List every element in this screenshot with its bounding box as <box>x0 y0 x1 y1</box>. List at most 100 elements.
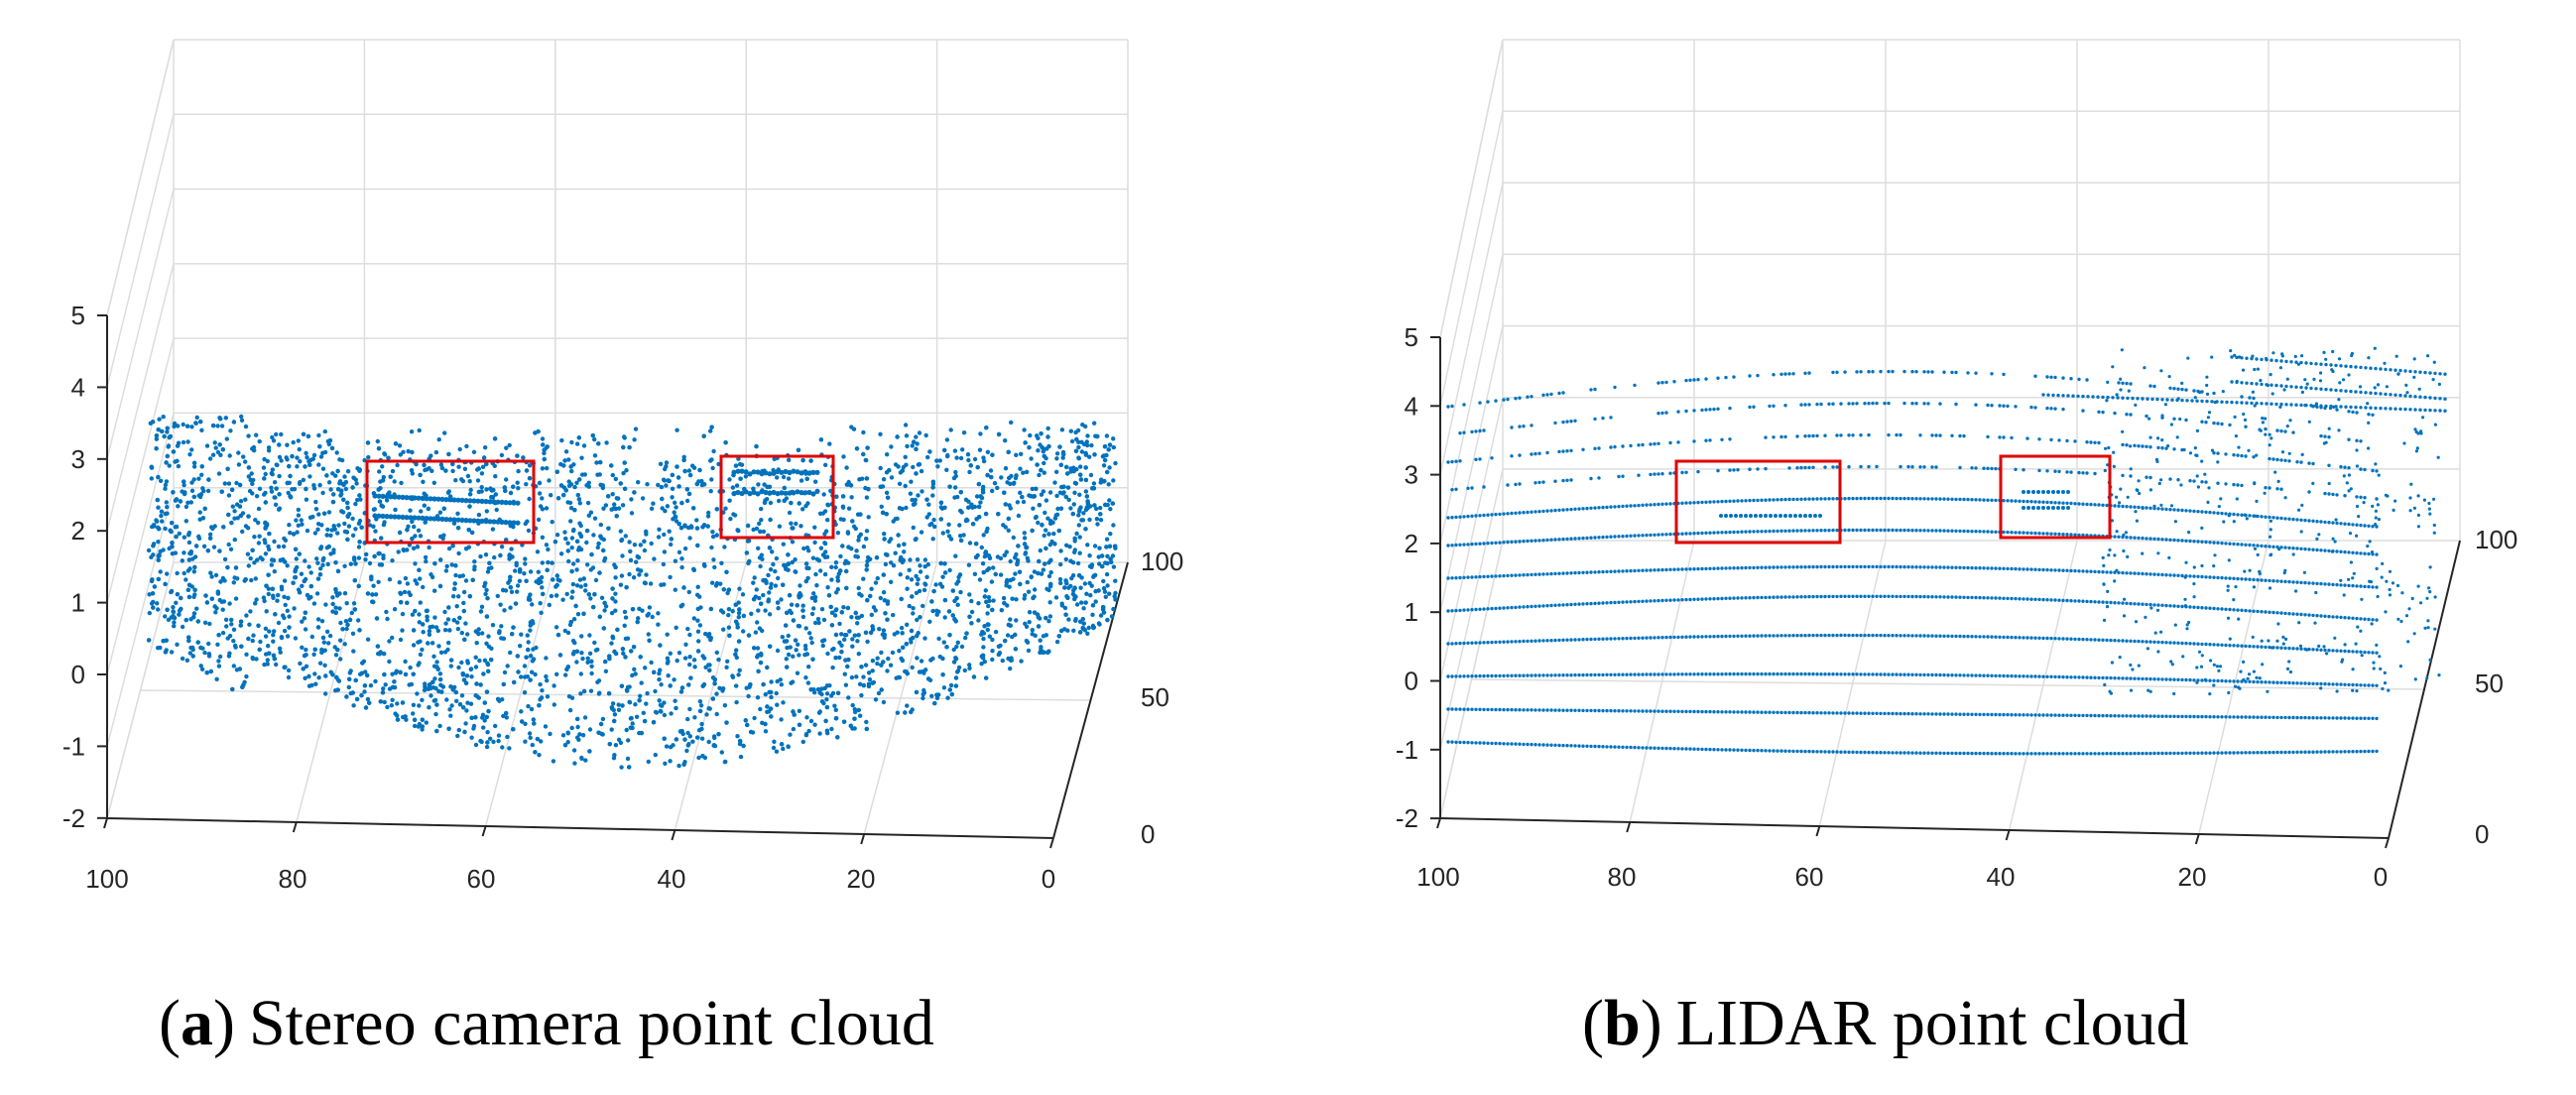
point <box>981 533 986 538</box>
point <box>250 656 256 662</box>
point <box>344 530 350 535</box>
point <box>263 541 268 546</box>
point <box>905 443 910 449</box>
point <box>849 495 854 500</box>
point <box>676 651 682 656</box>
point <box>692 715 697 720</box>
point <box>400 700 406 705</box>
point <box>747 471 753 477</box>
point <box>461 600 466 606</box>
point <box>969 609 975 615</box>
point <box>992 481 998 486</box>
point <box>285 634 291 639</box>
point <box>1934 433 1938 437</box>
point <box>425 618 429 623</box>
point <box>1072 490 1077 495</box>
point <box>755 491 761 497</box>
point <box>658 668 663 672</box>
point <box>800 603 805 608</box>
point <box>1101 578 1106 584</box>
point <box>697 467 702 473</box>
point <box>350 690 355 695</box>
point <box>761 578 766 583</box>
point <box>190 647 195 653</box>
point <box>1530 452 1533 456</box>
point <box>803 647 808 652</box>
point <box>758 529 763 535</box>
point <box>1003 466 1009 471</box>
point <box>889 579 894 584</box>
point <box>735 625 740 630</box>
point <box>542 450 547 456</box>
point <box>620 647 626 652</box>
point <box>762 500 768 505</box>
point <box>724 569 729 574</box>
point <box>618 582 624 587</box>
point <box>1926 402 1930 406</box>
b-z-tick-label: 5 <box>1405 322 1418 352</box>
point <box>952 448 958 453</box>
point <box>567 707 573 713</box>
point <box>408 665 413 670</box>
point <box>459 477 464 482</box>
point <box>942 615 947 620</box>
point <box>1656 441 1660 445</box>
point <box>542 447 547 452</box>
point <box>514 560 519 565</box>
point <box>245 551 251 556</box>
point <box>250 481 255 486</box>
point <box>396 549 401 554</box>
point <box>597 690 602 695</box>
point <box>1005 603 1010 608</box>
point <box>413 578 418 583</box>
point <box>418 472 423 478</box>
point <box>580 733 586 738</box>
point <box>431 480 436 485</box>
point <box>798 593 803 598</box>
point <box>616 506 622 511</box>
point <box>622 434 627 439</box>
point <box>712 681 717 686</box>
point <box>319 523 324 528</box>
point <box>623 534 628 539</box>
point <box>901 464 907 470</box>
point <box>769 694 774 700</box>
point <box>2061 376 2065 380</box>
point <box>524 468 530 473</box>
point <box>583 758 588 763</box>
point <box>947 567 952 573</box>
point <box>427 682 432 687</box>
point <box>577 732 582 737</box>
point <box>945 695 950 700</box>
point <box>343 486 348 492</box>
point <box>787 510 793 516</box>
point <box>877 627 882 632</box>
point <box>674 737 679 742</box>
point <box>582 715 588 720</box>
point <box>662 736 667 741</box>
point <box>345 622 350 628</box>
point <box>914 471 919 476</box>
point <box>267 547 272 552</box>
point <box>952 495 957 500</box>
point <box>585 562 590 567</box>
point <box>558 483 564 488</box>
point <box>971 674 977 679</box>
point <box>751 489 757 495</box>
point <box>672 677 676 682</box>
point <box>876 690 882 696</box>
point <box>1839 433 1843 437</box>
point <box>1072 596 1077 602</box>
point <box>453 689 458 695</box>
point <box>2129 413 2133 417</box>
point <box>412 717 418 722</box>
point <box>665 656 671 661</box>
point <box>233 596 239 601</box>
point <box>998 643 1003 649</box>
point <box>735 734 740 739</box>
point <box>444 563 449 569</box>
point <box>2359 439 2363 443</box>
point <box>451 497 457 503</box>
point <box>648 581 654 586</box>
point <box>737 607 742 612</box>
